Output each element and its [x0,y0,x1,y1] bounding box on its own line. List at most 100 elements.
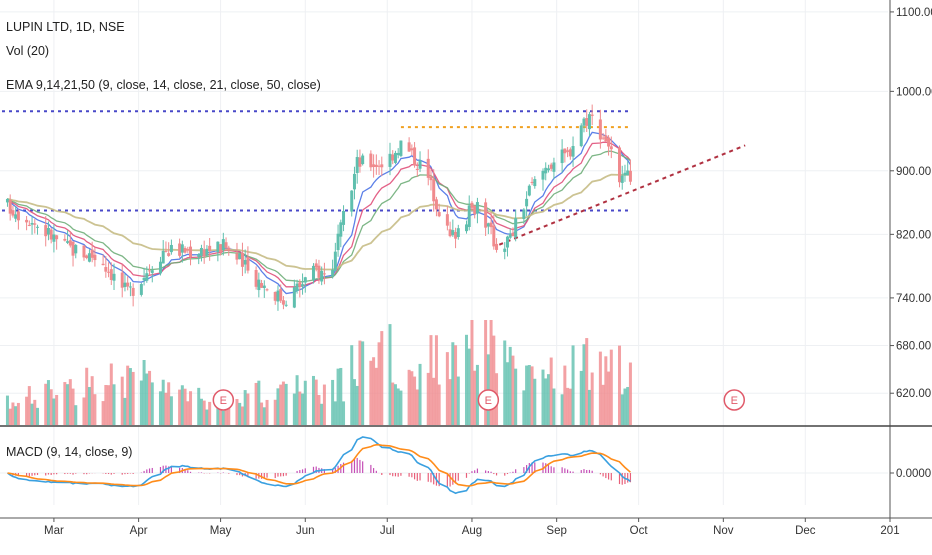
candle-body [437,212,441,217]
volume-bar [514,368,518,425]
volume-bar [407,369,411,425]
candle-body [626,170,630,176]
candle-body [475,202,479,214]
price-tick-label: 680.00 [896,341,931,353]
candle-body [93,254,97,261]
volume-bar [525,365,529,425]
volume-bar [14,406,18,425]
candle-body [399,140,403,156]
candle-body [391,154,395,161]
candle-body [598,119,602,140]
volume-bar [505,362,509,425]
volume-bar [227,394,231,425]
legend-macd[interactable]: MACD (9, 14, close, 9) [6,445,133,459]
volume-bar [219,403,223,425]
volume-bar [49,389,53,425]
volume-bar [87,387,91,425]
volume-bar [5,395,9,425]
volume-bar [544,378,548,425]
candle-body [407,142,411,152]
volume-bar [391,382,395,425]
legend-volume[interactable]: Vol (20) [6,44,50,58]
volume-bar [342,401,346,425]
earnings-label: E [220,395,227,407]
volume-bar [352,379,356,425]
candle-body [158,261,162,274]
volume-bar [380,331,384,425]
volume-bar [445,352,449,425]
volume-bar [221,410,225,425]
candle-body [202,249,206,257]
candle-body [295,283,299,292]
candle-body [90,249,94,258]
volume-bar [464,334,468,425]
candle-body [109,269,113,280]
candle-body [219,244,223,253]
volume-bar [150,382,154,425]
candle-body [301,284,305,287]
volume-bars [5,320,632,425]
volume-bar [470,320,474,425]
candle-body [377,165,381,167]
candle-body [486,223,490,227]
volume-bar [46,380,50,425]
candle-body [85,255,89,259]
candle-body [549,164,553,169]
volume-bar [432,377,436,425]
candle-body [571,146,575,157]
volume-bar [415,389,419,425]
candle-body [413,147,417,166]
volume-bar [454,345,458,425]
candle-body [432,179,436,202]
legend-ema[interactable]: EMA 9,14,21,50 (9, close, 14, close, 21,… [6,78,321,92]
volume-bar [503,340,507,425]
candle-body [126,282,130,287]
volume-bar [16,402,20,425]
volume-bar [418,363,422,425]
earnings-marker[interactable]: E [477,389,500,411]
volume-bar [489,320,493,425]
volume-bar [546,374,550,425]
candle-body [284,304,288,306]
volume-bar [339,367,343,425]
volume-bar [410,371,414,425]
volume-bar [628,362,632,425]
candle-body [508,233,512,238]
candle-body [82,245,86,258]
candle-body [374,164,378,167]
volume-bar [372,357,376,425]
volume-bar [120,376,124,425]
candle-body [336,233,340,251]
price-tick-label: 900.00 [896,166,931,178]
volume-bar [11,402,15,425]
volume-bar [571,345,575,425]
candle-body [25,219,29,223]
candle-body [396,152,400,156]
volume-bar [30,403,34,425]
earnings-marker[interactable]: E [723,389,746,411]
volume-bar [355,385,359,425]
candle-body [495,243,499,250]
earnings-circle [212,389,235,411]
candle-body [33,223,37,225]
date-tick-label: Jul [380,525,395,537]
volume-bar [361,341,365,425]
volume-bar [511,355,515,425]
candle-body [358,157,362,167]
candle-body [44,225,48,237]
volume-bar [107,385,111,425]
candle-body [410,148,414,151]
candle-body [628,170,632,182]
candle-body [120,272,124,288]
volume-bar [85,367,89,425]
candle-body [505,236,509,248]
date-tick-label: May [210,525,232,537]
candle-body [339,222,343,237]
volume-bar [235,399,239,425]
candle-body [563,148,567,154]
candle-body [164,250,168,252]
earnings-marker[interactable]: E [212,389,235,411]
legend-symbol[interactable]: LUPIN LTD, 1D, NSE [6,20,125,34]
